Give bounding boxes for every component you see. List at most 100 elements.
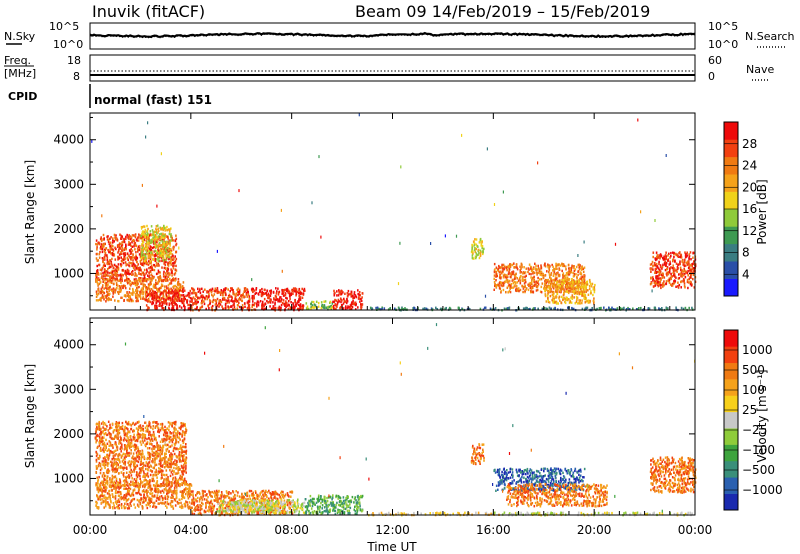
- power-cell: [542, 276, 545, 280]
- power-cell: [172, 295, 174, 299]
- velocity-cell: [136, 453, 138, 457]
- velocity-cell: [160, 477, 162, 480]
- power-cell: [445, 306, 447, 310]
- velocity-cell: [102, 423, 105, 426]
- power-cell: [199, 296, 201, 300]
- power-cell: [660, 278, 662, 281]
- power-cell: [552, 297, 554, 300]
- power-cell: [106, 262, 109, 266]
- power-cell: [106, 294, 109, 297]
- power-cell: [455, 234, 458, 238]
- velocity-cell: [106, 481, 109, 485]
- power-cell: [100, 299, 102, 302]
- power-colorbar-segment: [724, 122, 738, 140]
- power-cell: [583, 266, 586, 269]
- power-cell: [238, 296, 241, 300]
- power-cell: [166, 235, 168, 238]
- power-cell: [517, 279, 520, 282]
- power-cell: [680, 254, 682, 257]
- power-cell: [280, 296, 282, 299]
- power-cell: [170, 259, 172, 263]
- power-cell: [692, 273, 695, 277]
- power-cell: [139, 260, 142, 263]
- power-cell: [489, 307, 492, 310]
- power-cell: [661, 267, 663, 270]
- power-cell: [512, 270, 515, 273]
- velocity-cell: [109, 477, 111, 480]
- velocity-cell: [163, 466, 166, 469]
- power-cell: [546, 279, 549, 282]
- power-cell: [577, 282, 580, 285]
- power-cell: [683, 284, 686, 288]
- power-cell: [312, 306, 315, 309]
- power-cell: [284, 293, 287, 296]
- power-cell: [660, 254, 663, 258]
- power-cell: [692, 267, 695, 270]
- power-cell: [114, 289, 117, 292]
- velocity-cell: [152, 445, 154, 448]
- power-cell: [135, 251, 137, 254]
- power-cell: [131, 245, 134, 248]
- power-cell: [114, 269, 116, 273]
- power-cell: [314, 306, 316, 309]
- power-cell: [269, 289, 271, 293]
- power-cell: [520, 267, 522, 270]
- power-cell: [350, 290, 353, 293]
- power-cell: [568, 273, 571, 276]
- power-cell: [291, 289, 294, 293]
- power-cell: [528, 272, 531, 276]
- power-cell: [340, 292, 343, 296]
- power-cell: [144, 293, 147, 296]
- power-cell: [692, 251, 695, 254]
- velocity-cell: [138, 483, 141, 486]
- power-cell: [96, 264, 98, 268]
- power-cell: [150, 261, 152, 264]
- velocity-cell: [106, 425, 108, 428]
- power-cell: [562, 297, 564, 300]
- velocity-cell: [137, 446, 139, 449]
- power-cell: [259, 300, 262, 303]
- power-cell: [682, 277, 685, 281]
- power-cell: [262, 305, 264, 308]
- velocity-cell: [164, 443, 166, 446]
- power-cell: [105, 254, 107, 257]
- power-cell: [502, 283, 505, 286]
- power-cell: [574, 302, 577, 305]
- power-cell: [261, 290, 263, 294]
- power-cell: [548, 306, 551, 309]
- power-cell: [344, 292, 346, 295]
- power-cell: [127, 299, 129, 302]
- power-cell: [167, 284, 170, 287]
- power-cell: [103, 245, 105, 248]
- velocity-cell: [95, 450, 97, 454]
- power-cell: [156, 250, 158, 253]
- power-cell: [100, 272, 102, 275]
- power-cell: [112, 237, 114, 240]
- power-cell: [661, 273, 663, 277]
- power-cell: [297, 300, 300, 303]
- power-cell: [228, 293, 231, 296]
- power-cell: [97, 289, 100, 292]
- power-cell: [527, 267, 530, 270]
- power-cell: [346, 295, 349, 298]
- power-cell: [475, 247, 478, 251]
- power-cell: [241, 299, 243, 303]
- power-cell: [500, 266, 502, 269]
- power-cell: [268, 300, 270, 304]
- power-cell: [479, 249, 482, 252]
- power-cell: [665, 256, 667, 260]
- power-cell: [578, 279, 580, 282]
- power-cell: [524, 278, 527, 282]
- power-cell: [143, 235, 145, 239]
- power-cell: [146, 299, 149, 302]
- power-cell: [672, 264, 674, 267]
- power-cell: [221, 298, 224, 301]
- velocity-cell: [136, 464, 139, 468]
- power-cell: [117, 265, 119, 269]
- power-cell: [524, 280, 527, 284]
- power-cell: [652, 255, 654, 259]
- power-cell: [146, 268, 148, 271]
- power-cell: [299, 298, 302, 301]
- power-cell: [255, 288, 257, 291]
- power-cell: [109, 265, 111, 269]
